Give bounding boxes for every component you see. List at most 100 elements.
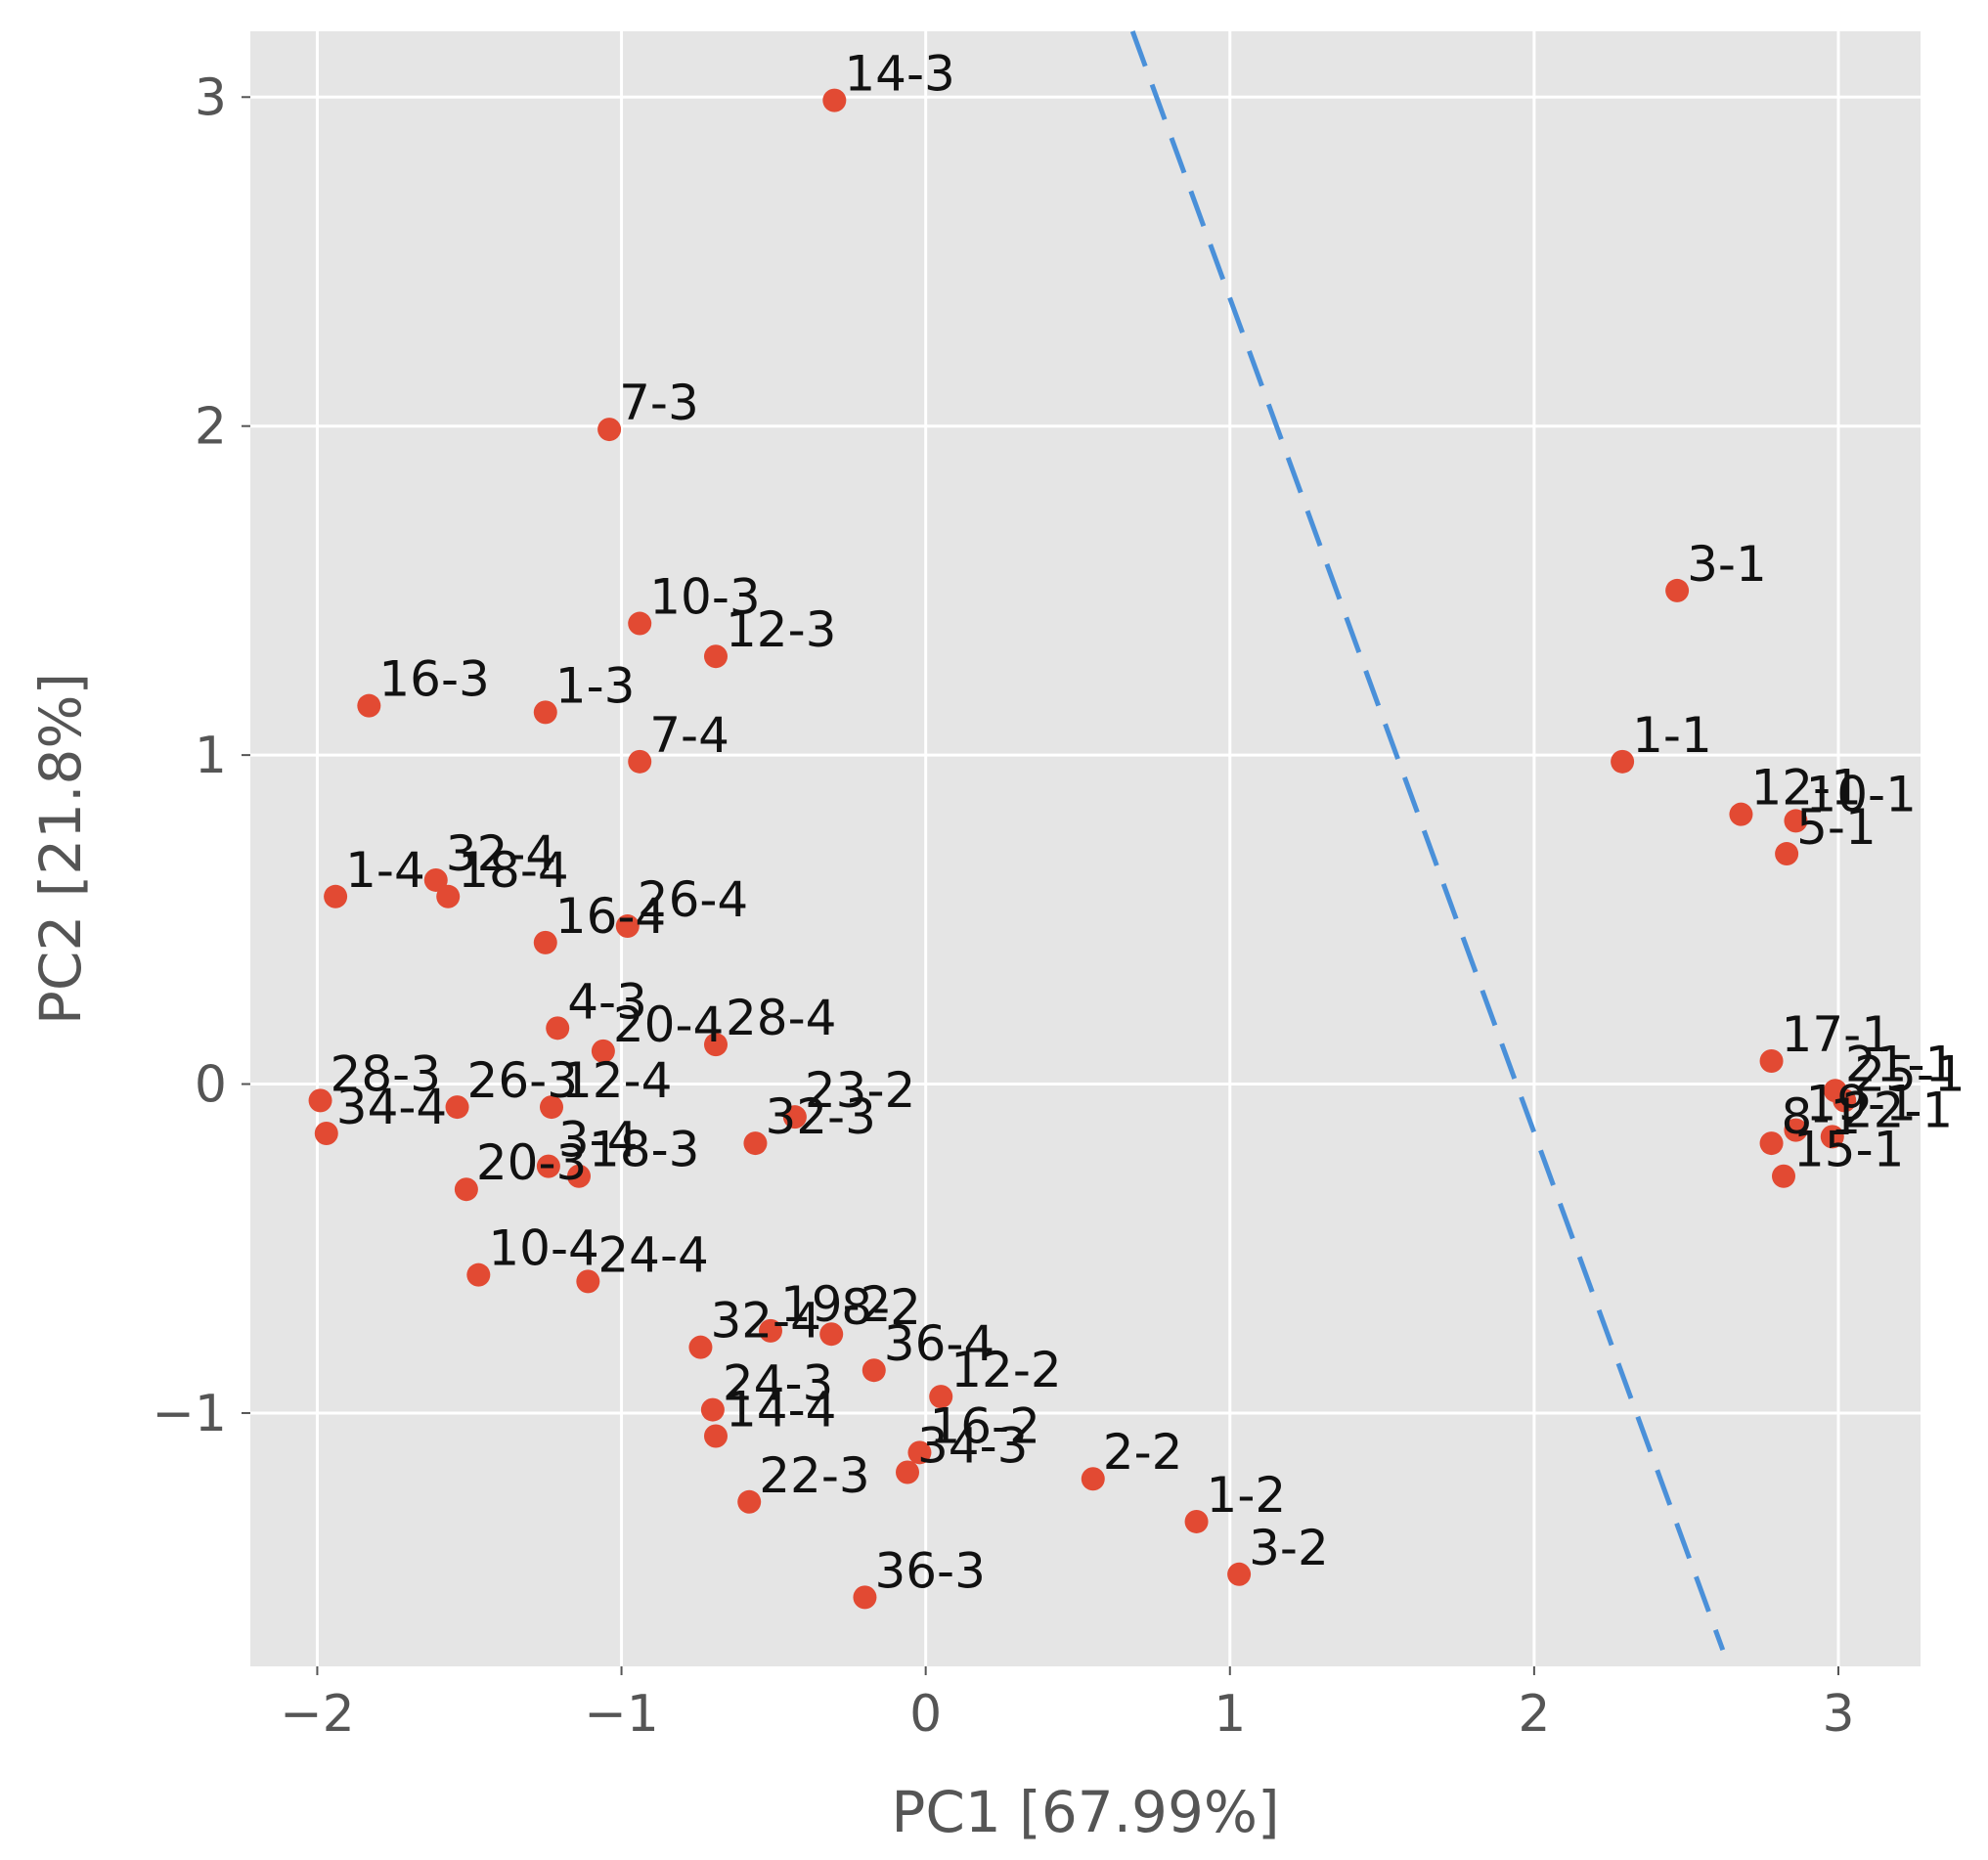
point-label: 4-3 (567, 973, 647, 1030)
point-label: 14-4 (726, 1382, 836, 1439)
point-label: 8-1 (1782, 1088, 1862, 1145)
data-point (861, 1358, 886, 1383)
data-point (759, 1318, 782, 1343)
point-label: 36-4 (884, 1315, 994, 1372)
point-label: 26-3 (467, 1052, 578, 1109)
point-label: 22-3 (759, 1447, 869, 1504)
decision-boundary-line (1129, 30, 1726, 1652)
point-label: 34-4 (336, 1079, 447, 1135)
point-label: 23-2 (805, 1062, 915, 1119)
point-label: 1-2 (1207, 1467, 1287, 1524)
y-tick-label: 2 (195, 398, 227, 457)
data-point (822, 88, 847, 112)
data-point (423, 867, 448, 892)
y-tick-label: 3 (195, 68, 227, 127)
x-axis-ticks: −2 −1 0 1 2 3 (280, 1666, 1855, 1744)
point-label: 7-4 (649, 707, 729, 764)
point-label: 22-1 (1842, 1082, 1953, 1138)
data-point (1184, 1509, 1209, 1533)
x-tick-label: 2 (1518, 1685, 1550, 1744)
y-tick-label: 1 (195, 727, 227, 785)
data-point (896, 1460, 919, 1484)
point-label: 1-3 (555, 657, 636, 714)
data-point (628, 611, 652, 636)
point-label: 34-3 (917, 1418, 1028, 1475)
point-label: 28-4 (726, 990, 836, 1046)
data-point (1784, 809, 1808, 833)
point-label: 3-2 (1249, 1520, 1329, 1576)
point-label: 26-4 (638, 871, 748, 928)
point-label: 21-1 (1845, 1036, 1956, 1092)
x-tick-label: 1 (1214, 1685, 1246, 1744)
data-point (1081, 1467, 1105, 1491)
data-point (853, 1585, 877, 1610)
point-label: 12-2 (950, 1342, 1061, 1398)
point-label: 12-4 (561, 1052, 672, 1109)
y-tick-label: −1 (152, 1385, 227, 1443)
data-point (1665, 578, 1690, 602)
data-point (1784, 1118, 1808, 1142)
data-point (540, 1095, 563, 1120)
data-point (324, 884, 348, 908)
point-label: 18-4 (458, 842, 568, 899)
x-axis-title: PC1 [67.99%] (891, 1779, 1279, 1845)
data-point (1772, 1164, 1795, 1188)
data-point (1611, 749, 1635, 774)
data-point (700, 1397, 725, 1422)
point-label: 17-1 (1782, 1006, 1892, 1063)
point-label: 14-3 (844, 46, 954, 103)
point-label: 5-1 (1796, 799, 1877, 856)
data-point (1833, 1088, 1857, 1113)
point-label: 10-1 (1805, 766, 1916, 822)
data-points (308, 88, 1857, 1610)
point-label: 1-4 (345, 842, 425, 899)
point-label: 10-3 (649, 569, 760, 626)
point-label: 2-2 (1103, 1424, 1183, 1481)
point-label: 24-4 (597, 1226, 708, 1283)
data-point (704, 1424, 728, 1448)
data-point (688, 1335, 713, 1359)
y-axis-title: PC2 [21.8%] (27, 673, 94, 1025)
point-label: 1-1 (1632, 707, 1712, 764)
x-tick-label: 3 (1822, 1685, 1854, 1744)
data-point (1820, 1125, 1844, 1149)
data-point (929, 1385, 953, 1409)
x-tick-label: −2 (280, 1685, 355, 1744)
data-point (314, 1122, 338, 1146)
data-point (308, 1088, 332, 1113)
point-label: 19-2 (780, 1276, 891, 1333)
point-label: 32-4 (446, 825, 556, 882)
data-point (737, 1489, 762, 1514)
point-label: 12-1 (1750, 760, 1861, 817)
point-label: 32-3 (765, 1088, 875, 1145)
plot-area (250, 31, 1921, 1666)
point-label: 16-4 (555, 888, 666, 945)
point-label: 24-3 (723, 1355, 833, 1412)
point-label: 28-3 (331, 1045, 441, 1102)
point-label: 15-1 (1793, 1122, 1904, 1178)
data-point (546, 1016, 570, 1041)
data-point (567, 1164, 591, 1188)
data-point (1759, 1048, 1784, 1073)
data-point (907, 1440, 932, 1465)
data-point (445, 1095, 469, 1120)
point-label: 20-4 (613, 996, 724, 1053)
data-point (782, 1105, 807, 1129)
data-point (704, 1033, 728, 1057)
data-point (704, 644, 728, 669)
point-label: 7-3 (619, 375, 699, 431)
data-point (436, 884, 461, 908)
data-point (615, 914, 640, 939)
point-label: 12-3 (726, 601, 836, 658)
data-point (1227, 1562, 1252, 1586)
point-label: 32-4 (710, 1293, 820, 1350)
data-point (357, 693, 381, 718)
data-point (536, 1154, 560, 1178)
point-label: 16-3 (378, 651, 489, 708)
data-point (628, 749, 652, 774)
point-label: 3-4 (558, 1112, 639, 1169)
data-point (591, 1039, 615, 1063)
data-point (576, 1269, 600, 1294)
data-point (597, 418, 622, 442)
